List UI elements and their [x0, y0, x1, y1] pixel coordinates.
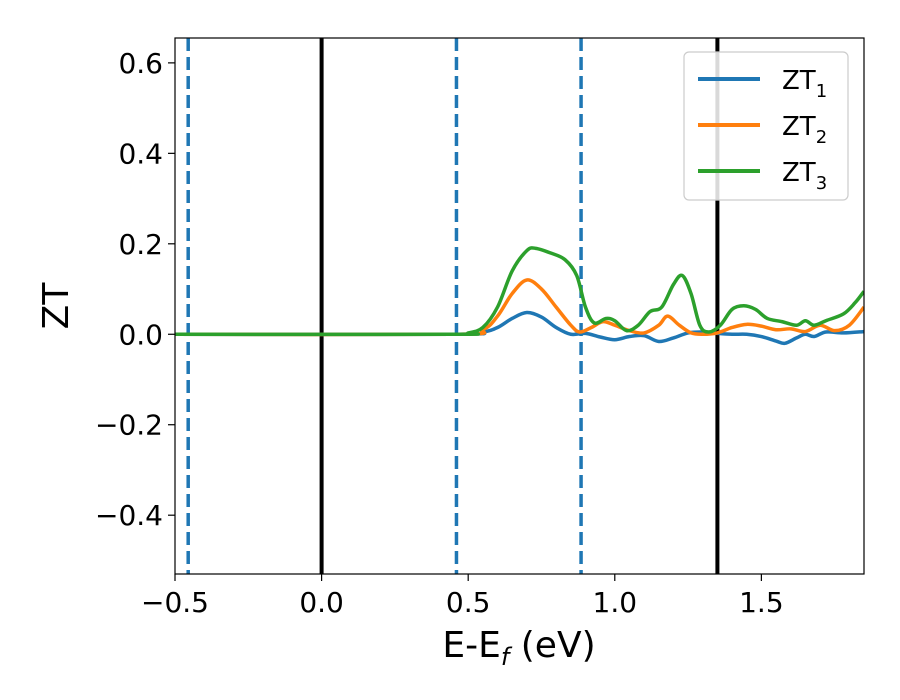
x-tick-label: 1.0	[593, 586, 638, 619]
series-lines	[175, 246, 864, 346]
y-tick-label: 0.6	[118, 47, 163, 80]
legend-entry: ZT2	[782, 112, 827, 148]
series-line-zt2	[175, 278, 864, 337]
y-tick-label: 0.2	[118, 228, 163, 261]
series-line-zt1	[175, 310, 864, 346]
x-tick-label: −0.5	[141, 586, 209, 619]
legend-entry-name: ZT	[782, 112, 816, 142]
reference-lines	[186, 38, 720, 574]
legend-entry: ZT3	[782, 158, 827, 194]
y-tick-label: 0.4	[118, 137, 163, 170]
legend-entry-subscript: 3	[816, 173, 827, 194]
y-tick-label: 0.0	[118, 318, 163, 351]
x-axis-label-main: E-E	[442, 625, 500, 666]
legend-box	[683, 51, 849, 201]
x-axis-ticks: −0.5 0.0 0.5 1.0 1.5	[141, 574, 784, 619]
legend-entry-name: ZT	[782, 158, 816, 188]
legend-entry: ZT1	[782, 66, 827, 102]
x-tick-label: 0.5	[446, 586, 491, 619]
y-tick-label: −0.4	[95, 499, 163, 532]
x-axis-label-unit: (eV)	[509, 625, 595, 666]
y-axis-ticks: −0.4 −0.2 0.0 0.2 0.4 0.6	[95, 47, 175, 532]
legend-entry-subscript: 1	[816, 81, 827, 102]
y-tick-label: −0.2	[95, 409, 163, 442]
legend-entry-subscript: 2	[816, 127, 827, 148]
plot-frame	[174, 37, 865, 575]
legend-entry-name: ZT	[782, 66, 816, 96]
x-axis-label: E-Ef (eV)	[442, 625, 595, 671]
x-tick-label: 1.5	[739, 586, 784, 619]
x-tick-label: 0.0	[299, 586, 344, 619]
series-line-zt3	[175, 246, 864, 337]
y-axis-label: ZT	[36, 282, 77, 330]
